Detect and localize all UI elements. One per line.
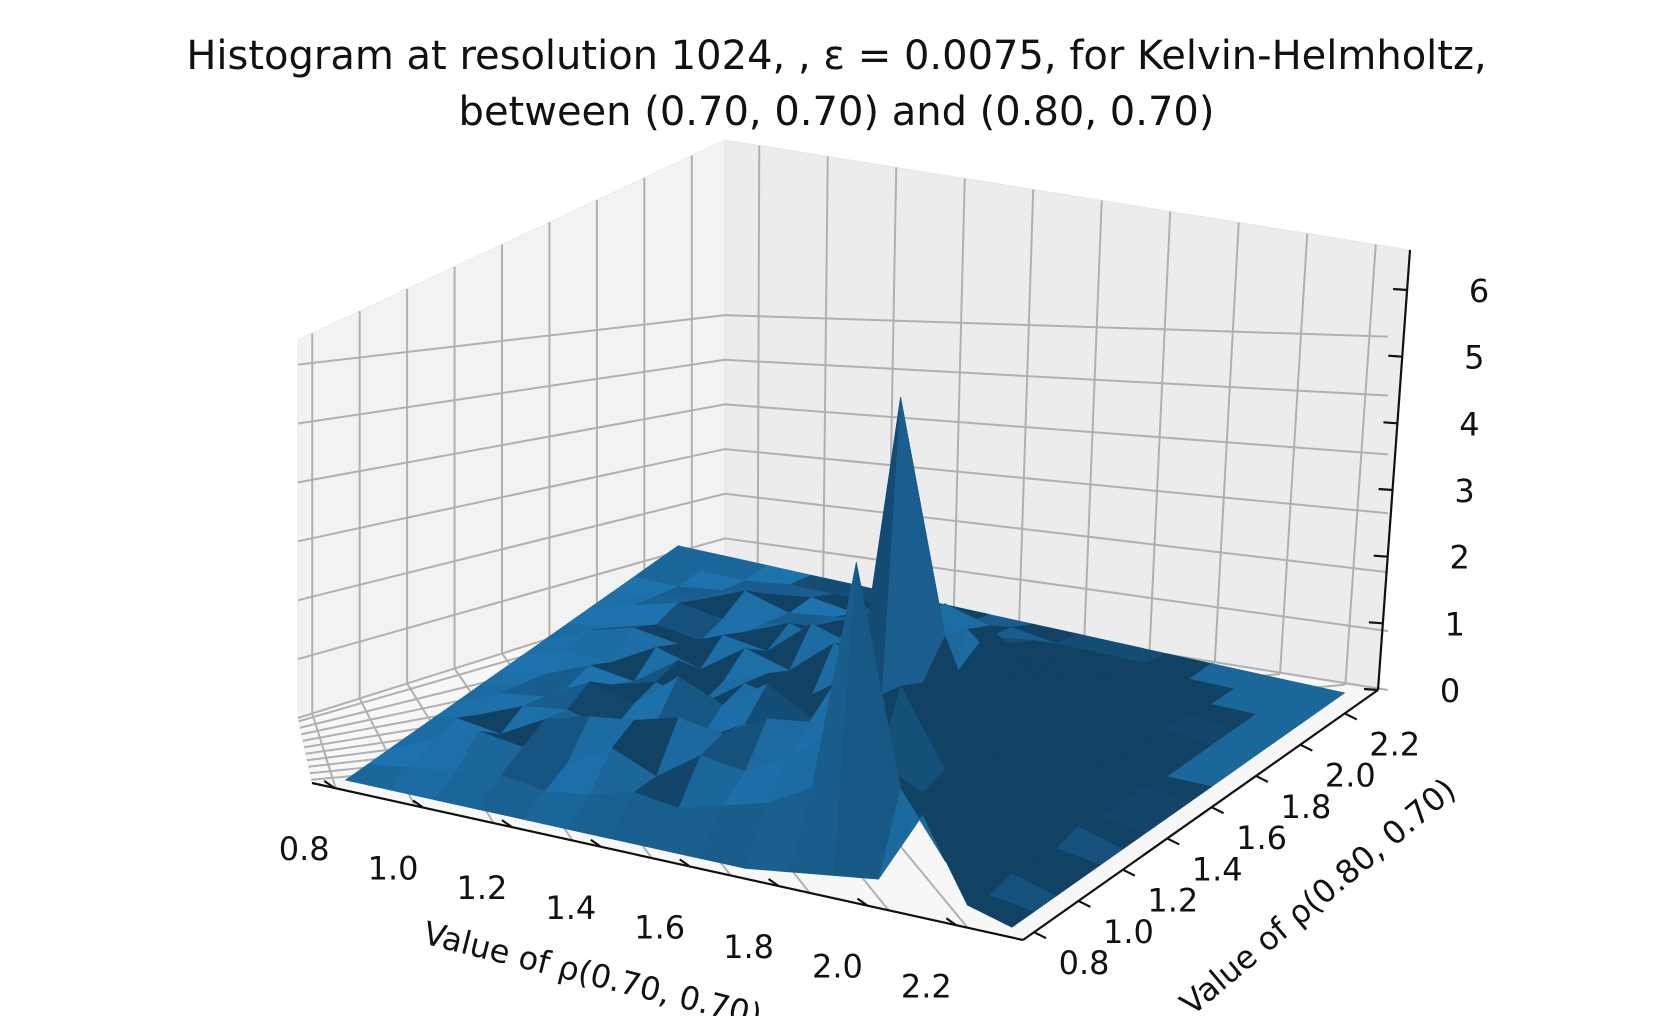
z-tick-label: 3 <box>1454 472 1474 510</box>
z-tick-mark <box>1373 554 1388 558</box>
y-tick-mark <box>1255 774 1269 783</box>
tick-labels: 0.81.01.21.41.61.82.02.20.81.01.21.41.61… <box>279 272 1489 1005</box>
chart-title-block: Histogram at resolution 1024, , ε = 0.00… <box>0 28 1673 140</box>
y-tick-label: 2.2 <box>1369 725 1420 763</box>
z-tick-mark <box>1383 421 1398 425</box>
z-axis-line <box>1376 249 1412 691</box>
z-tick-mark <box>1363 687 1379 692</box>
x-tick-mark <box>501 819 513 829</box>
z-tick-label: 1 <box>1445 605 1465 643</box>
z-tick-mark <box>1393 287 1408 292</box>
x-tick-label: 1.6 <box>634 908 685 946</box>
x-tick-label: 1.0 <box>368 850 419 888</box>
z-tick-mark <box>1368 621 1383 625</box>
y-tick-mark <box>1166 837 1180 846</box>
back-pane-vertical-gridline <box>756 145 761 589</box>
chart-subtitle: between (0.70, 0.70) and (0.80, 0.70) <box>458 89 1215 135</box>
back-pane-vertical-gridline <box>1279 233 1309 675</box>
x-tick-mark <box>767 878 780 887</box>
x-tick-mark <box>945 917 957 927</box>
y-tick-label: 1.0 <box>1103 913 1154 951</box>
y-tick-label: 1.4 <box>1192 850 1243 888</box>
z-tick-label: 0 <box>1440 672 1460 710</box>
horizontal-gridline-z <box>297 492 1389 602</box>
y-axis-line <box>1022 689 1379 941</box>
y-tick-label: 0.8 <box>1059 944 1110 982</box>
x-tick-mark <box>412 799 424 809</box>
x-tick-label: 1.4 <box>545 889 596 927</box>
x-tick-label: 2.0 <box>812 948 863 986</box>
horizontal-gridline-z <box>297 358 1389 425</box>
y-tick-mark <box>1344 712 1358 721</box>
y-tick-mark <box>1033 931 1047 940</box>
horizontal-gridline-z <box>297 448 1389 543</box>
back-pane-vertical-gridline <box>1083 200 1103 642</box>
back-pane-vertical-gridline <box>1017 189 1035 632</box>
x-tick-mark <box>856 897 869 907</box>
x-tick-mark <box>590 838 602 848</box>
y-tick-label: 2.0 <box>1325 757 1376 795</box>
back-pane-vertical-gridline <box>821 156 829 600</box>
z-tick-label: 5 <box>1464 339 1484 377</box>
back-pane-vertical-gridline <box>952 178 966 621</box>
x-axis-label: Value of ρ(0.70, 0.70) <box>420 914 766 1016</box>
y-tick-label: 1.6 <box>1236 819 1287 857</box>
horizontal-gridline-z <box>297 537 1389 661</box>
x-tick-label: 1.8 <box>723 928 774 966</box>
z-tick-label: 6 <box>1469 272 1489 310</box>
y-tick-label: 1.8 <box>1281 788 1332 826</box>
x-tick-mark <box>679 858 691 868</box>
y-tick-mark <box>1299 743 1313 752</box>
z-tick-mark <box>1388 354 1403 358</box>
surface-facet <box>966 895 1035 928</box>
x-axis-line <box>311 781 1024 942</box>
axis-lines <box>311 249 1412 942</box>
z-tick-label: 2 <box>1450 539 1470 577</box>
chart-title: Histogram at resolution 1024, , ε = 0.00… <box>186 33 1487 79</box>
horizontal-gridline-z <box>297 314 1389 366</box>
back-pane-vertical-gridline <box>1344 244 1377 685</box>
y-tick-mark <box>1122 868 1136 877</box>
z-tick-mark <box>1378 487 1393 492</box>
z-tick-label: 4 <box>1459 405 1479 443</box>
x-tick-label: 0.8 <box>279 830 330 868</box>
x-tick-mark <box>323 780 335 789</box>
y-tick-mark <box>1077 899 1091 908</box>
back-pane-vertical-gridline <box>1148 211 1172 653</box>
x-tick-label: 2.2 <box>901 967 952 1005</box>
y-tick-label: 1.2 <box>1147 882 1198 920</box>
surface-mesh <box>344 397 1346 928</box>
x-tick-label: 1.2 <box>457 869 508 907</box>
horizontal-gridline-z <box>297 403 1389 484</box>
y-tick-mark <box>1211 806 1225 815</box>
